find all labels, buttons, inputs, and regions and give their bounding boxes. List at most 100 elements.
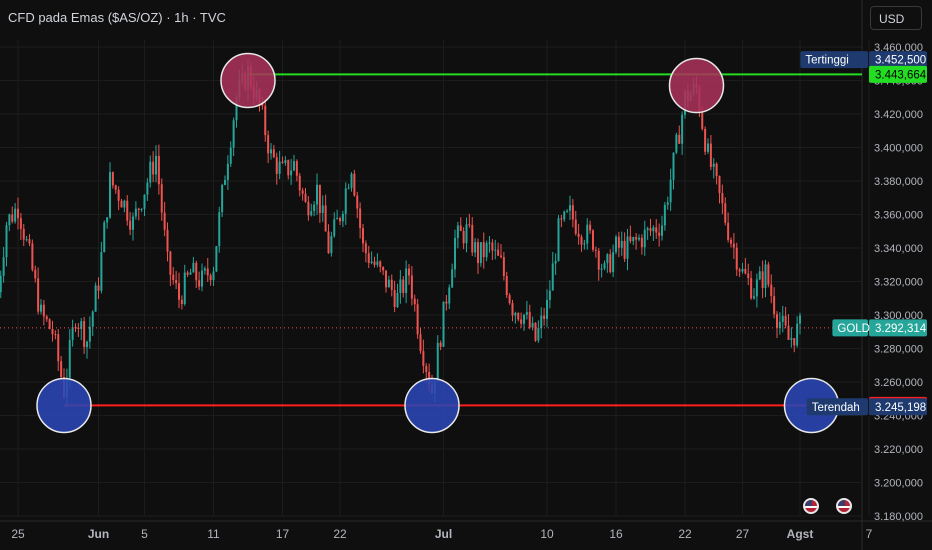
candle-body xyxy=(350,173,353,188)
y-tick-label: 3.300,000 xyxy=(874,310,923,322)
candle-body xyxy=(566,210,569,212)
candle-body xyxy=(362,228,364,244)
candle-body xyxy=(318,184,321,213)
candle-body xyxy=(106,217,109,223)
candle-body xyxy=(436,342,439,382)
candle-body xyxy=(91,311,94,327)
candle-body xyxy=(160,184,163,213)
candle-body xyxy=(701,112,704,129)
candle-body xyxy=(183,272,186,304)
candle-body xyxy=(54,334,57,336)
candle-body xyxy=(609,254,612,273)
y-tick-label: 3.380,000 xyxy=(874,176,923,188)
candle-body xyxy=(22,228,25,240)
candle-body xyxy=(129,220,132,230)
candle-body xyxy=(5,225,8,258)
candle-body xyxy=(577,233,580,237)
candle-body xyxy=(117,189,120,201)
candle-body xyxy=(195,262,198,281)
candle-body xyxy=(2,257,5,276)
candle-body xyxy=(534,322,537,341)
candle-body xyxy=(543,315,546,319)
candle-body xyxy=(359,208,362,229)
candle-body xyxy=(617,236,620,248)
candle-body xyxy=(620,240,623,248)
candle-body xyxy=(520,319,523,324)
candle-body xyxy=(661,225,663,236)
candle-body xyxy=(399,279,402,293)
candle-body xyxy=(341,213,344,222)
price-tag-value: 3.452,500 xyxy=(875,55,926,67)
candle-body xyxy=(356,195,359,209)
candle-body xyxy=(313,204,316,212)
candle-body xyxy=(367,253,370,263)
candle-body xyxy=(307,201,310,216)
candle-body xyxy=(60,361,63,378)
candle-body xyxy=(715,163,718,177)
candle-body xyxy=(275,157,278,174)
bottom-marker-circle xyxy=(36,377,92,434)
top-marker-circle xyxy=(668,57,725,114)
candle-body xyxy=(758,271,761,280)
us-flag-event-icon[interactable] xyxy=(803,498,819,514)
x-tick-label: 11 xyxy=(207,527,220,541)
x-tick-label: Jun xyxy=(88,527,109,541)
candle-body xyxy=(336,218,339,220)
candle-body xyxy=(126,200,129,221)
candle-body xyxy=(546,299,548,319)
candle-body xyxy=(735,247,738,270)
candle-body xyxy=(410,275,413,299)
candle-body xyxy=(83,321,86,348)
candle-body xyxy=(155,155,157,175)
candle-body xyxy=(488,242,491,244)
candle-body xyxy=(560,218,563,220)
candle-body xyxy=(11,214,14,222)
candle-body xyxy=(672,152,675,180)
candle-body xyxy=(339,218,341,222)
us-flag-event-icon[interactable] xyxy=(836,498,852,514)
candle-body xyxy=(376,261,379,265)
candle-body xyxy=(727,222,730,240)
candle-body xyxy=(485,243,488,258)
candle-body xyxy=(40,304,42,312)
candle-body xyxy=(784,315,787,326)
candle-body xyxy=(34,269,37,279)
candle-body xyxy=(321,205,324,213)
y-tick-label: 3.200,000 xyxy=(874,478,923,490)
candle-body xyxy=(747,273,750,279)
candle-body xyxy=(0,275,2,293)
currency-button[interactable]: USD xyxy=(870,6,922,30)
candle-body xyxy=(330,236,333,254)
candle-body xyxy=(385,270,387,288)
candle-body xyxy=(643,229,646,248)
candle-body xyxy=(505,276,508,296)
candle-body xyxy=(264,105,267,136)
candle-body xyxy=(640,237,643,248)
candle-body xyxy=(540,315,543,329)
candle-body xyxy=(482,242,485,258)
candle-body xyxy=(416,304,419,335)
candle-body xyxy=(186,272,189,275)
candle-body xyxy=(479,242,482,264)
candle-body xyxy=(704,128,707,152)
y-tick-label: 3.280,000 xyxy=(874,344,923,356)
candle-body xyxy=(140,208,143,210)
candle-body xyxy=(218,212,221,247)
candle-body xyxy=(537,328,540,341)
candle-body xyxy=(413,298,416,305)
x-tick-label: Jul xyxy=(435,527,452,541)
candle-body xyxy=(491,242,494,251)
candle-body xyxy=(333,219,336,237)
x-tick-label: 7 xyxy=(866,527,873,541)
candle-body xyxy=(298,175,301,191)
candle-body xyxy=(97,285,100,291)
candle-body xyxy=(761,271,764,288)
candle-body xyxy=(137,208,140,210)
candle-body xyxy=(790,338,793,340)
candle-body xyxy=(753,296,755,299)
candle-body xyxy=(474,242,477,253)
x-tick-label: 16 xyxy=(609,527,623,541)
candle-body xyxy=(554,260,557,264)
candle-body xyxy=(655,227,658,233)
